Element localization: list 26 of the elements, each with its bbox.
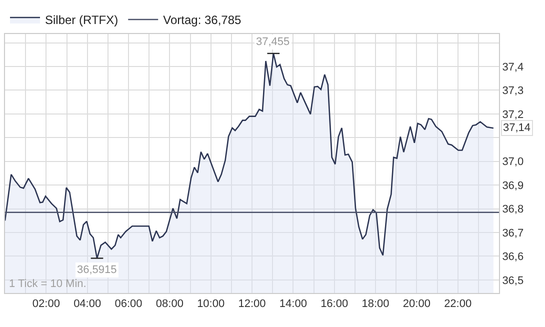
annotation: 37,455 xyxy=(256,36,290,48)
annotation: 36,5915 xyxy=(77,264,117,276)
y-tick-label: 36,6 xyxy=(502,251,524,264)
x-tick-label: 08:00 xyxy=(156,298,184,310)
y-tick-label: 36,9 xyxy=(502,180,524,192)
x-tick-label: 02:00 xyxy=(32,298,60,310)
y-tick-label: 37,0 xyxy=(502,156,524,168)
x-tick-label: 16:00 xyxy=(320,298,348,310)
y-tick-label: 36,8 xyxy=(502,204,524,216)
x-tick-label: 04:00 xyxy=(74,298,102,310)
x-tick-label: 18:00 xyxy=(362,298,390,310)
x-tick-label: 10:00 xyxy=(197,298,225,310)
legend-label: Vortag: 36,785 xyxy=(163,13,242,28)
y-tick-label: 36,7 xyxy=(502,227,524,240)
annotation: 1 Tick = 10 Min. xyxy=(9,278,86,290)
legend-label: Silber (RTFX) xyxy=(45,13,118,28)
y-tick-label: 37,4 xyxy=(502,61,524,74)
x-tick-label: 14:00 xyxy=(279,298,307,310)
x-tick-label: 20:00 xyxy=(402,298,430,310)
annotation: 37,14 xyxy=(503,122,531,134)
x-tick-label: 06:00 xyxy=(114,298,142,310)
y-tick-label: 36,5 xyxy=(502,274,524,287)
x-tick-label: 22:00 xyxy=(444,298,472,310)
x-tick-label: 12:00 xyxy=(238,298,266,310)
y-tick-label: 37,3 xyxy=(502,85,524,98)
y-tick-label: 37,2 xyxy=(502,108,524,121)
